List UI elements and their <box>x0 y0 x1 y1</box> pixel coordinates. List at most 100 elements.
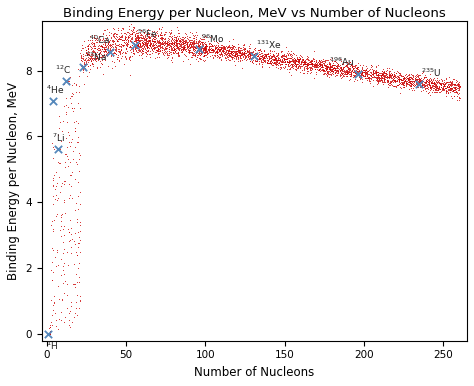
Text: $^{12}$C: $^{12}$C <box>55 64 71 76</box>
Point <box>195 42 203 48</box>
Point <box>446 86 454 93</box>
Point <box>149 40 157 46</box>
Point <box>134 36 142 42</box>
Point <box>331 69 339 75</box>
Point <box>145 37 152 44</box>
Point <box>144 30 151 37</box>
Point <box>120 30 128 36</box>
Point <box>172 47 180 53</box>
Point <box>411 76 419 82</box>
Point <box>179 39 186 46</box>
Point <box>439 81 447 87</box>
Point <box>378 72 385 78</box>
Point <box>234 53 241 59</box>
Point <box>337 64 345 71</box>
Point <box>134 37 141 43</box>
Point <box>436 86 443 92</box>
Point <box>372 76 380 83</box>
Point <box>198 39 206 46</box>
Point <box>437 81 445 88</box>
Point <box>68 231 75 237</box>
Point <box>426 85 433 91</box>
Point <box>369 67 377 73</box>
Point <box>402 80 410 86</box>
Point <box>168 41 176 47</box>
Point <box>245 54 252 60</box>
Point <box>442 90 449 96</box>
Point <box>321 63 328 69</box>
Point <box>287 48 295 54</box>
Point <box>216 52 224 58</box>
Point <box>70 80 77 86</box>
Point <box>245 51 252 58</box>
Point <box>220 48 228 54</box>
Point <box>257 58 264 64</box>
Point <box>406 78 414 84</box>
Point <box>137 27 145 34</box>
Point <box>279 56 286 62</box>
Point <box>155 37 163 43</box>
Point <box>139 39 146 45</box>
Point <box>189 32 197 38</box>
Point <box>353 65 360 71</box>
Point <box>105 37 112 44</box>
Point <box>54 262 62 268</box>
Point <box>153 28 161 34</box>
Point <box>283 66 291 72</box>
Point <box>65 229 73 235</box>
Point <box>51 310 59 316</box>
Point <box>182 34 189 40</box>
Point <box>424 81 432 87</box>
Point <box>290 54 298 61</box>
Point <box>142 49 149 56</box>
Point <box>265 52 273 59</box>
Point <box>227 48 234 54</box>
Point <box>454 96 461 103</box>
Point <box>80 68 87 74</box>
Point <box>134 44 141 50</box>
Point <box>246 58 254 64</box>
Point <box>273 57 281 63</box>
Point <box>436 84 443 90</box>
Point <box>349 69 356 75</box>
Point <box>225 37 232 44</box>
Point <box>410 82 417 88</box>
Point <box>131 41 138 47</box>
Point <box>273 57 281 63</box>
Point <box>194 52 202 58</box>
Point <box>183 40 191 46</box>
Point <box>246 49 254 55</box>
Point <box>295 58 303 64</box>
Point <box>131 37 138 43</box>
Point <box>274 53 282 59</box>
Point <box>385 73 393 79</box>
Point <box>448 81 456 88</box>
Point <box>192 40 200 46</box>
Point <box>154 33 162 39</box>
Point <box>253 53 261 59</box>
Point <box>275 60 283 66</box>
Point <box>454 82 461 88</box>
Point <box>335 63 342 69</box>
Point <box>234 53 242 59</box>
Point <box>205 48 213 54</box>
Point <box>259 55 267 61</box>
Point <box>189 39 196 46</box>
Point <box>159 38 166 44</box>
Point <box>307 69 315 75</box>
Point <box>196 47 203 53</box>
Point <box>303 52 311 59</box>
Point <box>174 46 182 52</box>
Point <box>328 68 336 74</box>
Point <box>406 83 414 89</box>
Point <box>389 71 396 77</box>
Point <box>292 56 300 63</box>
Point <box>175 37 182 43</box>
Point <box>149 38 156 44</box>
Point <box>70 238 78 244</box>
Point <box>450 86 458 93</box>
Point <box>339 70 347 76</box>
Point <box>454 86 462 93</box>
Point <box>96 58 103 64</box>
Point <box>71 125 79 132</box>
